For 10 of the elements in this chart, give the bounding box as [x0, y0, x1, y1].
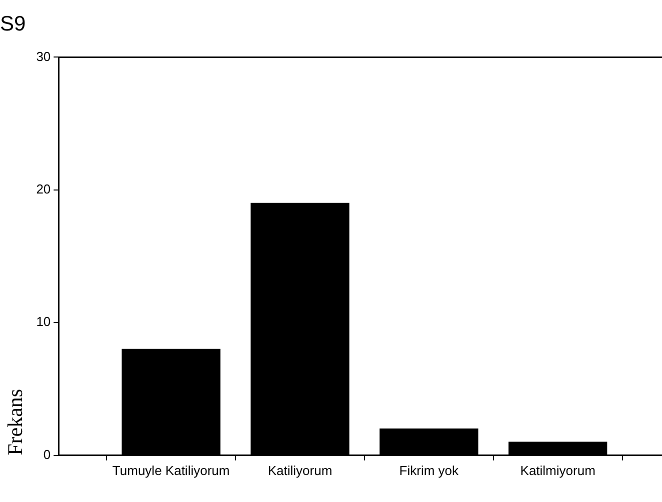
x-tick-label: Tumuyle Katiliyorum: [112, 462, 230, 478]
y-tick-label: 10: [36, 314, 51, 330]
x-tick-label: Fikrim yok: [399, 462, 460, 478]
x-tick-label: Katilmiyorum: [520, 462, 596, 478]
chart-title: S9: [0, 12, 26, 36]
y-tick-label: 30: [36, 48, 51, 64]
y-tick-label: 20: [36, 182, 51, 197]
y-tick-label: 0: [43, 446, 51, 462]
y-axis-title: Frekans: [3, 388, 28, 456]
x-tick-label: Katiliyorum: [268, 462, 332, 478]
